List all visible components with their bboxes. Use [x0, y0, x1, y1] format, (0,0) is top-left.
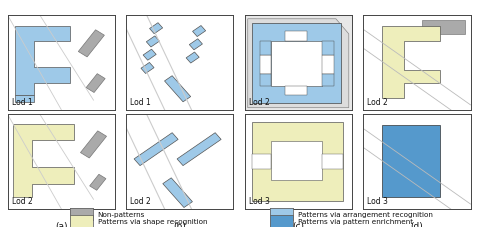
- Text: Non-patterns: Non-patterns: [98, 211, 145, 217]
- Text: Patterns via arrangement recognition: Patterns via arrangement recognition: [298, 211, 432, 217]
- Text: Patterns via shape recognition: Patterns via shape recognition: [98, 218, 207, 224]
- Text: (d): (d): [410, 221, 423, 227]
- Polygon shape: [15, 96, 34, 103]
- Polygon shape: [322, 74, 334, 86]
- Polygon shape: [248, 20, 349, 108]
- Polygon shape: [382, 126, 440, 197]
- Polygon shape: [260, 74, 272, 86]
- Text: Lod 3: Lod 3: [249, 196, 270, 205]
- Text: Lod 1: Lod 1: [12, 97, 32, 106]
- Bar: [163, 178, 192, 208]
- Bar: [190, 39, 202, 51]
- Polygon shape: [272, 141, 322, 181]
- Text: Lod 2: Lod 2: [368, 97, 388, 106]
- Bar: [150, 24, 162, 35]
- Polygon shape: [272, 42, 322, 86]
- Bar: [143, 50, 156, 61]
- Polygon shape: [260, 42, 272, 55]
- Polygon shape: [322, 154, 344, 169]
- Text: Lod 1: Lod 1: [130, 97, 151, 106]
- Text: Patterns via pattern enrichment: Patterns via pattern enrichment: [298, 218, 412, 224]
- Text: Lod 2: Lod 2: [249, 97, 270, 106]
- Bar: [177, 133, 221, 166]
- Bar: [192, 26, 205, 37]
- Bar: [86, 74, 105, 93]
- Text: (c): (c): [292, 221, 304, 227]
- Polygon shape: [422, 21, 465, 35]
- Polygon shape: [382, 27, 440, 99]
- Polygon shape: [260, 55, 272, 74]
- Polygon shape: [286, 86, 307, 96]
- Bar: [146, 37, 160, 48]
- Bar: [186, 53, 199, 64]
- Polygon shape: [15, 27, 70, 96]
- Bar: [141, 63, 154, 74]
- Bar: [90, 175, 106, 190]
- Text: Lod 3: Lod 3: [368, 196, 388, 205]
- Polygon shape: [322, 55, 334, 74]
- Polygon shape: [322, 42, 334, 55]
- Polygon shape: [252, 154, 272, 169]
- Text: (b): (b): [174, 221, 186, 227]
- Polygon shape: [252, 122, 344, 201]
- Bar: [134, 133, 178, 166]
- Bar: [164, 76, 190, 102]
- Polygon shape: [286, 32, 307, 42]
- Text: Lod 2: Lod 2: [130, 196, 151, 205]
- Bar: [78, 31, 104, 58]
- Bar: [80, 131, 106, 158]
- Polygon shape: [252, 23, 341, 104]
- Text: Lod 2: Lod 2: [12, 196, 32, 205]
- Polygon shape: [13, 124, 74, 197]
- Text: (a): (a): [55, 221, 68, 227]
